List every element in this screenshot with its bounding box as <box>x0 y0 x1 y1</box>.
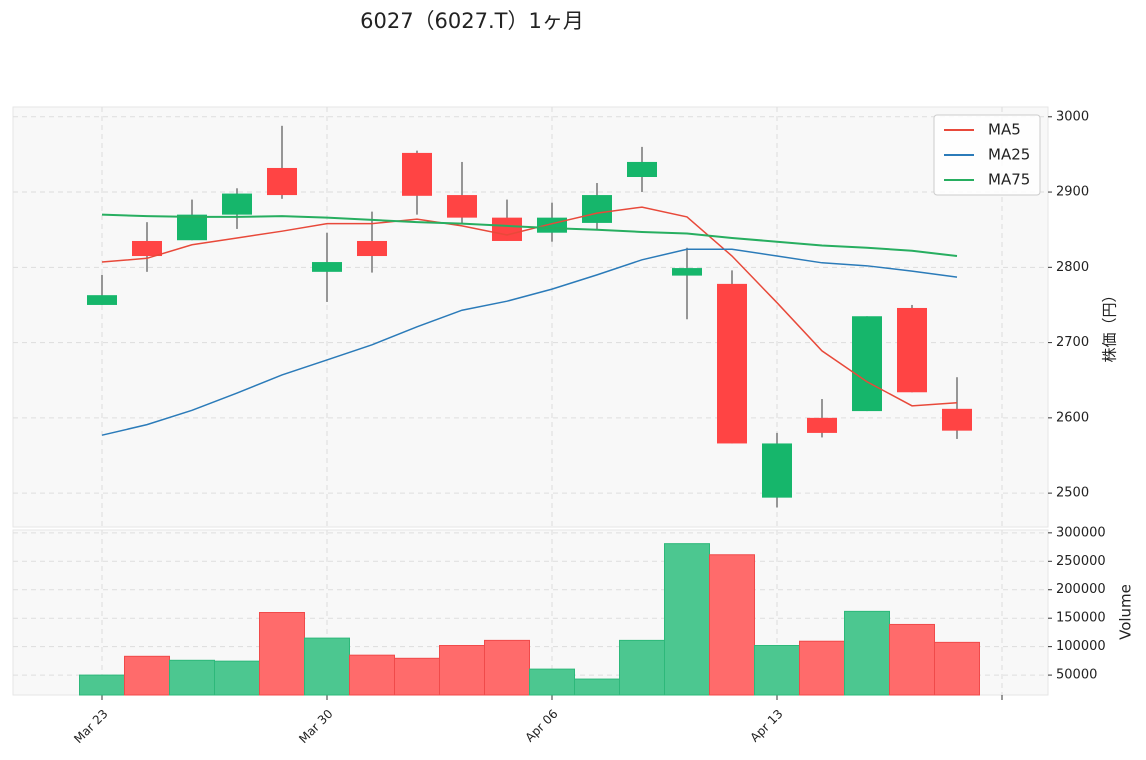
y-tick-label: 300000 <box>1056 525 1106 540</box>
volume-bar <box>844 610 890 696</box>
candle-body <box>897 307 927 393</box>
volume-bar <box>754 645 800 696</box>
candle-body <box>942 408 972 431</box>
y-tick-label: 3000 <box>1056 109 1089 124</box>
volume-bar <box>574 678 620 696</box>
candle-body <box>627 161 657 177</box>
y-tick-label: 2800 <box>1056 260 1089 275</box>
candle-body <box>447 195 477 218</box>
candle-body <box>672 268 702 276</box>
y-tick-label: 200000 <box>1056 582 1106 597</box>
candle-body <box>357 240 387 257</box>
candle-body <box>537 217 567 233</box>
volume-bar <box>889 623 935 696</box>
legend-label: MA5 <box>988 121 1021 139</box>
y-tick-label: 2500 <box>1056 486 1089 501</box>
volume-bar <box>529 668 575 696</box>
volume-bar <box>79 674 125 696</box>
x-tick-label: Apr 13 <box>748 707 786 745</box>
y-tick-label: 150000 <box>1056 611 1106 626</box>
legend-label: MA75 <box>988 171 1030 189</box>
x-tick-label: Mar 30 <box>296 707 335 746</box>
y-tick-label: 2900 <box>1056 185 1089 200</box>
y-tick-label: 2600 <box>1056 410 1089 425</box>
volume-bar <box>214 660 260 696</box>
candle-body <box>267 167 297 196</box>
x-tick-label: Mar 23 <box>71 707 110 746</box>
volume-bar <box>664 543 710 696</box>
volume-bar <box>934 641 980 696</box>
y-axis-label: 株価（円） <box>1101 287 1119 362</box>
candle-body <box>717 283 747 444</box>
y-tick-label: 250000 <box>1056 554 1106 569</box>
candle-body <box>402 152 432 196</box>
y-tick-label: 2700 <box>1056 335 1089 350</box>
y-axis-label: Volume <box>1117 584 1135 640</box>
legend-label: MA25 <box>988 146 1030 164</box>
price-panel <box>12 106 1049 528</box>
legend-box <box>933 114 1041 196</box>
volume-bar <box>394 657 440 696</box>
y-tick-label: 50000 <box>1056 668 1097 683</box>
volume-bar <box>169 659 215 696</box>
candle-body <box>582 195 612 223</box>
volume-bar <box>484 639 530 696</box>
volume-bar <box>124 655 170 696</box>
x-tick-label: Apr 06 <box>523 707 561 745</box>
candle-body <box>852 316 882 412</box>
volume-bar <box>259 612 305 696</box>
candle-body <box>87 295 117 305</box>
volume-bar <box>439 645 485 696</box>
ma-line <box>101 206 958 407</box>
chart-title: 6027（6027.T）1ヶ月 <box>360 9 584 33</box>
y-tick-label: 100000 <box>1056 639 1106 654</box>
ma-line <box>101 213 958 258</box>
candle-body <box>132 240 162 257</box>
volume-bar <box>349 654 395 696</box>
volume-bar <box>709 554 755 696</box>
candle-body <box>807 417 837 433</box>
candle-body <box>492 217 522 241</box>
volume-bar <box>304 637 350 696</box>
volume-bar <box>799 640 845 696</box>
candle-body <box>177 214 207 241</box>
candle-body <box>312 262 342 272</box>
ma-line <box>101 248 958 436</box>
volume-bar <box>619 639 665 696</box>
candle-body <box>222 193 252 215</box>
candle-body <box>762 443 792 498</box>
